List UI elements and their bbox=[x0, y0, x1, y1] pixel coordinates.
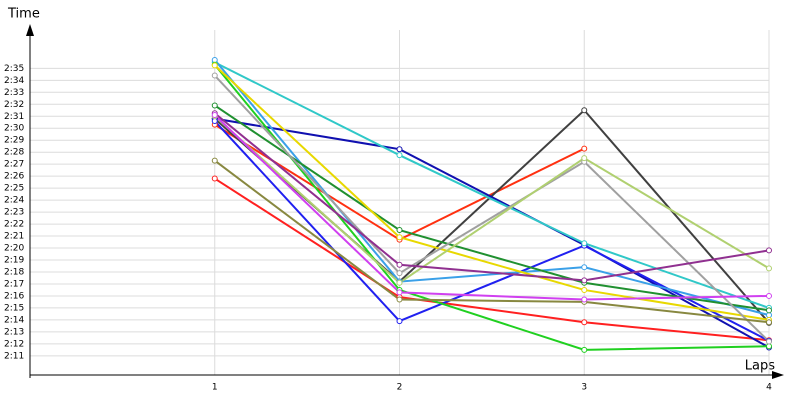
data-point bbox=[211, 56, 218, 63]
y-tick-label: 2:28 bbox=[4, 148, 24, 158]
data-point bbox=[766, 338, 772, 345]
data-point bbox=[396, 296, 403, 303]
y-tick-label: 2:31 bbox=[4, 112, 24, 122]
data-point bbox=[211, 175, 218, 182]
data-point bbox=[396, 152, 403, 159]
data-point bbox=[396, 279, 403, 286]
series-line bbox=[213, 59, 770, 317]
data-point bbox=[211, 72, 218, 79]
data-point bbox=[396, 227, 403, 234]
data-point bbox=[581, 319, 588, 326]
y-tick-label: 2:23 bbox=[4, 208, 24, 218]
series-line bbox=[214, 114, 770, 301]
series-line bbox=[214, 159, 770, 324]
y-tick-label: 2:12 bbox=[4, 339, 24, 349]
y-tick-label: 2:32 bbox=[4, 100, 24, 110]
data-point bbox=[396, 270, 403, 277]
data-point bbox=[581, 145, 588, 152]
data-point bbox=[766, 343, 772, 350]
data-point bbox=[581, 286, 588, 293]
data-point bbox=[581, 264, 588, 271]
data-point bbox=[211, 102, 218, 109]
data-point bbox=[766, 292, 772, 299]
x-tick-label: 1 bbox=[212, 383, 218, 393]
data-point bbox=[766, 319, 772, 326]
x-axis-label: Laps bbox=[745, 359, 775, 374]
y-tick-label: 2:18 bbox=[4, 267, 24, 277]
series-line bbox=[214, 115, 770, 285]
y-tick-label: 2:11 bbox=[4, 351, 24, 361]
y-tick-label: 2:21 bbox=[4, 232, 24, 242]
data-point bbox=[581, 107, 588, 114]
y-tick-label: 2:26 bbox=[4, 172, 24, 182]
series-line bbox=[214, 74, 770, 343]
data-point bbox=[581, 277, 588, 284]
data-point bbox=[581, 296, 588, 303]
data-point bbox=[581, 155, 588, 162]
y-tick-label: 2:24 bbox=[4, 196, 24, 206]
x-tick-label: 3 bbox=[581, 383, 587, 393]
y-axis-arrow bbox=[26, 24, 34, 36]
data-point bbox=[396, 289, 403, 296]
y-axis-label: Time bbox=[7, 7, 40, 22]
data-point bbox=[581, 240, 588, 247]
data-point bbox=[211, 157, 218, 164]
y-tick-label: 2:34 bbox=[4, 76, 24, 86]
series-line bbox=[214, 177, 770, 342]
y-tick-label: 2:19 bbox=[4, 256, 24, 266]
y-tick-label: 2:20 bbox=[4, 244, 24, 254]
y-tick-label: 2:15 bbox=[4, 303, 24, 313]
data-point bbox=[766, 312, 772, 319]
y-tick-label: 2:30 bbox=[4, 124, 24, 134]
y-tick-label: 2:16 bbox=[4, 291, 24, 301]
series-line bbox=[214, 120, 770, 342]
series-line bbox=[214, 104, 770, 312]
y-tick-label: 2:17 bbox=[4, 279, 24, 289]
data-point bbox=[211, 112, 218, 119]
data-point bbox=[766, 307, 772, 314]
data-point bbox=[581, 346, 588, 353]
x-tick-label: 2 bbox=[397, 383, 403, 393]
data-point bbox=[211, 118, 218, 125]
series-line bbox=[214, 64, 770, 321]
data-point bbox=[766, 247, 772, 254]
y-tick-label: 2:13 bbox=[4, 327, 24, 337]
y-tick-label: 2:33 bbox=[4, 88, 24, 98]
y-tick-label: 2:25 bbox=[4, 184, 24, 194]
data-point bbox=[396, 234, 403, 241]
data-point bbox=[766, 265, 772, 272]
y-tick-label: 2:29 bbox=[4, 136, 24, 146]
data-point bbox=[396, 261, 403, 268]
y-tick-label: 2:14 bbox=[4, 315, 24, 325]
y-tick-label: 2:27 bbox=[4, 160, 24, 170]
data-point bbox=[396, 146, 403, 153]
series-line bbox=[214, 112, 770, 282]
y-tick-label: 2:35 bbox=[4, 64, 24, 74]
data-point bbox=[211, 62, 218, 69]
x-tick-label: 4 bbox=[766, 383, 772, 393]
series-line bbox=[214, 61, 770, 309]
series-line bbox=[213, 64, 770, 351]
y-tick-label: 2:22 bbox=[4, 220, 24, 230]
x-axis-arrow bbox=[772, 371, 784, 379]
data-point bbox=[396, 318, 403, 325]
